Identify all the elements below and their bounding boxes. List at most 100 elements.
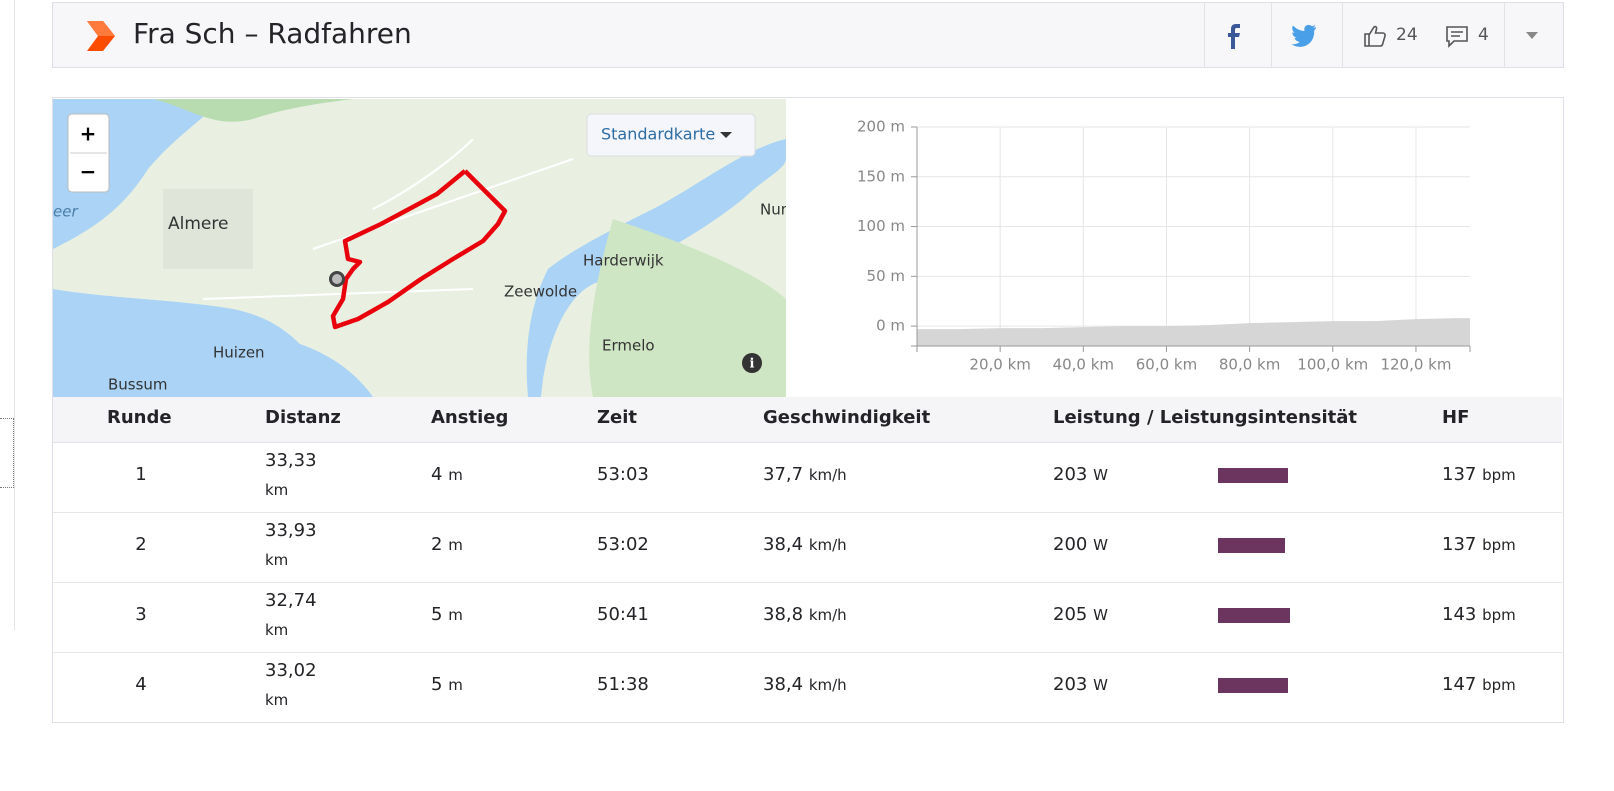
value: 203 [1053,464,1088,485]
unit: km/h [808,536,847,554]
sidebar-edge [0,0,15,630]
distance-value: 33,02 [265,660,317,681]
column-header: HF [1442,407,1470,428]
time: 51:38 [597,674,649,695]
unit: W [1093,606,1108,624]
value: 200 [1053,534,1088,555]
unit: W [1093,676,1108,694]
column-header: Geschwindigkeit [763,407,931,428]
x-tick-label: 40,0 km [1053,356,1114,374]
place-label: Zeewolde [504,283,577,301]
unit: W [1093,466,1108,484]
unit: km/h [808,676,847,694]
value: 37,7 [763,464,804,485]
speed: 38,4 km/h [763,674,847,695]
column-header: Distanz [265,407,341,428]
unit: W [1093,536,1108,554]
facebook-button[interactable] [1225,23,1241,49]
lap-number: 4 [135,674,147,695]
unit: bpm [1482,676,1516,694]
laps-panel [52,97,1564,723]
heart-rate: 143 bpm [1442,604,1516,625]
time: 53:02 [597,534,649,555]
heart-rate: 147 bpm [1442,674,1516,695]
unit: bpm [1482,606,1516,624]
place-label: Bussum [108,376,168,394]
power: 205 W [1053,604,1108,625]
intensity-bar [1218,538,1285,553]
place-label: Nun [760,201,786,219]
y-tick-label: 50 m [867,267,905,285]
power: 200 W [1053,534,1108,555]
x-tick-label: 100,0 km [1297,356,1368,374]
column-header: Anstieg [431,407,509,428]
value: 205 [1053,604,1088,625]
value: 203 [1053,674,1088,695]
unit: m [448,676,463,694]
unit: km/h [808,606,847,624]
distance-unit: km [265,691,289,709]
like-button[interactable] [1363,24,1387,48]
row-divider [53,582,1562,583]
distance-unit: km [265,621,289,639]
svg-text:i: i [750,357,755,372]
column-header: Zeit [597,407,638,428]
value: 137 [1442,534,1477,555]
divider [1504,3,1505,67]
unit: m [448,536,463,554]
x-tick-label: 60,0 km [1136,356,1197,374]
place-label: eer [53,203,78,221]
heart-rate: 137 bpm [1442,534,1516,555]
unit: bpm [1482,466,1516,484]
activity-title: Fra Sch – Radfahren [133,17,412,50]
table-header [53,397,1562,443]
more-dropdown[interactable] [1525,31,1539,41]
place-label: Almere [168,214,228,234]
distance-value: 32,74 [265,590,317,611]
twitter-button[interactable] [1289,24,1317,48]
elevation-area [917,318,1470,346]
unit: m [448,466,463,484]
speed: 38,8 km/h [763,604,847,625]
divider [1271,3,1272,67]
lap-number: 2 [135,534,147,555]
comment-button[interactable] [1445,25,1469,49]
value: 2 [431,534,443,555]
value: 137 [1442,464,1477,485]
climb: 4 m [431,464,463,485]
y-tick-label: 100 m [857,217,905,235]
place-label: Ermelo [602,337,655,355]
x-tick-label: 80,0 km [1219,356,1280,374]
zoom-out-button[interactable]: − [80,160,97,184]
power: 203 W [1053,674,1108,695]
like-count: 24 [1396,25,1418,45]
map-layer-button[interactable] [586,113,756,157]
row-divider [53,512,1562,513]
divider [1204,3,1205,67]
sidebar-box [0,418,14,488]
value: 5 [431,674,443,695]
value: 5 [431,604,443,625]
intensity-bar [1218,468,1288,483]
distance-value: 33,33 [265,450,317,471]
climb: 5 m [431,604,463,625]
y-tick-label: 150 m [857,167,905,185]
value: 38,4 [763,534,804,555]
climb: 2 m [431,534,463,555]
value: 147 [1442,674,1477,695]
unit: km/h [808,466,847,484]
distance-value: 33,93 [265,520,317,541]
x-tick-label: 120,0 km [1380,356,1451,374]
map-layer-label: Standardkarte [601,125,715,144]
zoom-in-button[interactable]: + [80,122,97,146]
value: 4 [431,464,443,485]
row-divider [53,652,1562,653]
speed: 37,7 km/h [763,464,847,485]
comment-count: 4 [1478,25,1489,45]
divider [1342,3,1343,67]
heart-rate: 137 bpm [1442,464,1516,485]
x-tick-label: 20,0 km [969,356,1030,374]
speed: 38,4 km/h [763,534,847,555]
distance-unit: km [265,481,289,499]
